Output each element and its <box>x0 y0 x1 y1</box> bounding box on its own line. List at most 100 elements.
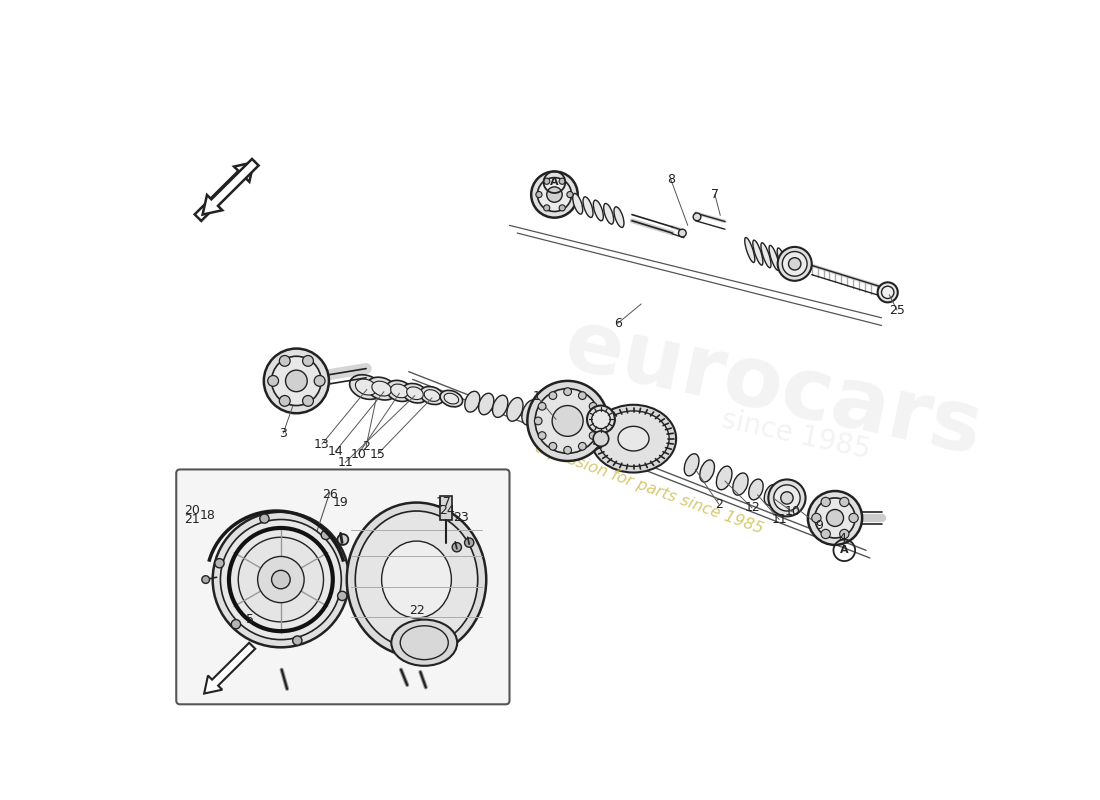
Circle shape <box>547 187 562 202</box>
Text: 22: 22 <box>408 604 425 617</box>
Ellipse shape <box>733 473 748 495</box>
Circle shape <box>264 349 329 414</box>
Circle shape <box>590 402 597 410</box>
Circle shape <box>592 410 611 429</box>
Bar <box>440 496 452 519</box>
Circle shape <box>231 619 241 629</box>
Circle shape <box>538 402 546 410</box>
Circle shape <box>812 514 821 522</box>
Text: 20: 20 <box>184 504 200 517</box>
Circle shape <box>452 542 462 552</box>
Circle shape <box>212 512 349 647</box>
Circle shape <box>552 406 583 436</box>
Circle shape <box>778 247 812 281</box>
Circle shape <box>693 213 701 221</box>
Circle shape <box>679 230 686 237</box>
Circle shape <box>579 392 586 399</box>
Text: eurocars: eurocars <box>557 304 989 474</box>
Text: 12: 12 <box>745 502 760 514</box>
Circle shape <box>768 479 805 517</box>
Circle shape <box>839 498 849 506</box>
Circle shape <box>782 251 807 276</box>
Ellipse shape <box>346 502 486 657</box>
Ellipse shape <box>420 386 444 405</box>
Circle shape <box>781 492 793 504</box>
Ellipse shape <box>769 246 779 270</box>
Ellipse shape <box>407 387 424 399</box>
Ellipse shape <box>350 374 383 399</box>
Ellipse shape <box>749 479 763 500</box>
Ellipse shape <box>583 197 593 218</box>
Text: 25: 25 <box>889 303 905 317</box>
Text: A: A <box>840 546 848 555</box>
Text: 26: 26 <box>322 488 338 502</box>
Ellipse shape <box>598 411 669 466</box>
Text: 19: 19 <box>332 496 349 509</box>
Circle shape <box>527 381 608 461</box>
Circle shape <box>559 178 565 184</box>
Text: 23: 23 <box>453 511 469 525</box>
Circle shape <box>826 510 844 526</box>
Ellipse shape <box>614 207 624 227</box>
Text: 2: 2 <box>362 440 370 453</box>
FancyArrow shape <box>202 159 258 214</box>
Text: 24: 24 <box>440 504 455 517</box>
Ellipse shape <box>752 240 763 265</box>
Circle shape <box>286 370 307 392</box>
Circle shape <box>315 375 326 386</box>
Circle shape <box>821 498 830 506</box>
Circle shape <box>535 417 542 425</box>
Text: 2: 2 <box>715 498 723 510</box>
Circle shape <box>815 498 855 538</box>
Ellipse shape <box>778 248 788 273</box>
Circle shape <box>549 442 557 450</box>
Ellipse shape <box>355 511 477 648</box>
Circle shape <box>535 389 601 454</box>
Ellipse shape <box>745 238 755 262</box>
Circle shape <box>302 355 313 366</box>
Ellipse shape <box>372 381 392 396</box>
Circle shape <box>821 530 830 538</box>
Text: 11: 11 <box>338 456 353 469</box>
Circle shape <box>590 432 597 439</box>
Text: since 1985: since 1985 <box>719 406 873 464</box>
Ellipse shape <box>392 620 458 666</box>
Circle shape <box>214 558 224 568</box>
Text: 17: 17 <box>436 496 452 509</box>
Circle shape <box>543 205 550 211</box>
Ellipse shape <box>386 380 412 402</box>
Circle shape <box>538 178 572 211</box>
Ellipse shape <box>593 200 603 221</box>
Text: 21: 21 <box>184 513 199 526</box>
Circle shape <box>201 576 210 583</box>
Text: 18: 18 <box>199 509 216 522</box>
Text: 9: 9 <box>815 519 824 532</box>
Circle shape <box>563 388 572 395</box>
Circle shape <box>789 258 801 270</box>
Text: 7: 7 <box>711 188 719 201</box>
Ellipse shape <box>465 391 480 412</box>
Circle shape <box>239 538 323 622</box>
Text: 10: 10 <box>351 447 366 461</box>
Ellipse shape <box>573 194 583 214</box>
Circle shape <box>260 514 270 523</box>
Text: 8: 8 <box>667 173 674 186</box>
Circle shape <box>464 538 474 547</box>
Ellipse shape <box>700 460 715 482</box>
FancyBboxPatch shape <box>176 470 509 704</box>
Circle shape <box>531 171 578 218</box>
Circle shape <box>543 178 550 184</box>
Text: 10: 10 <box>784 506 801 518</box>
Circle shape <box>272 570 290 589</box>
Circle shape <box>563 446 572 454</box>
Ellipse shape <box>761 242 771 268</box>
Ellipse shape <box>382 541 451 618</box>
Text: 4: 4 <box>839 532 847 546</box>
Ellipse shape <box>403 383 428 403</box>
Text: A: A <box>550 178 559 187</box>
Ellipse shape <box>684 454 699 476</box>
Circle shape <box>536 191 542 198</box>
Text: 15: 15 <box>370 447 386 461</box>
Text: 3: 3 <box>279 426 287 440</box>
Circle shape <box>220 519 341 640</box>
